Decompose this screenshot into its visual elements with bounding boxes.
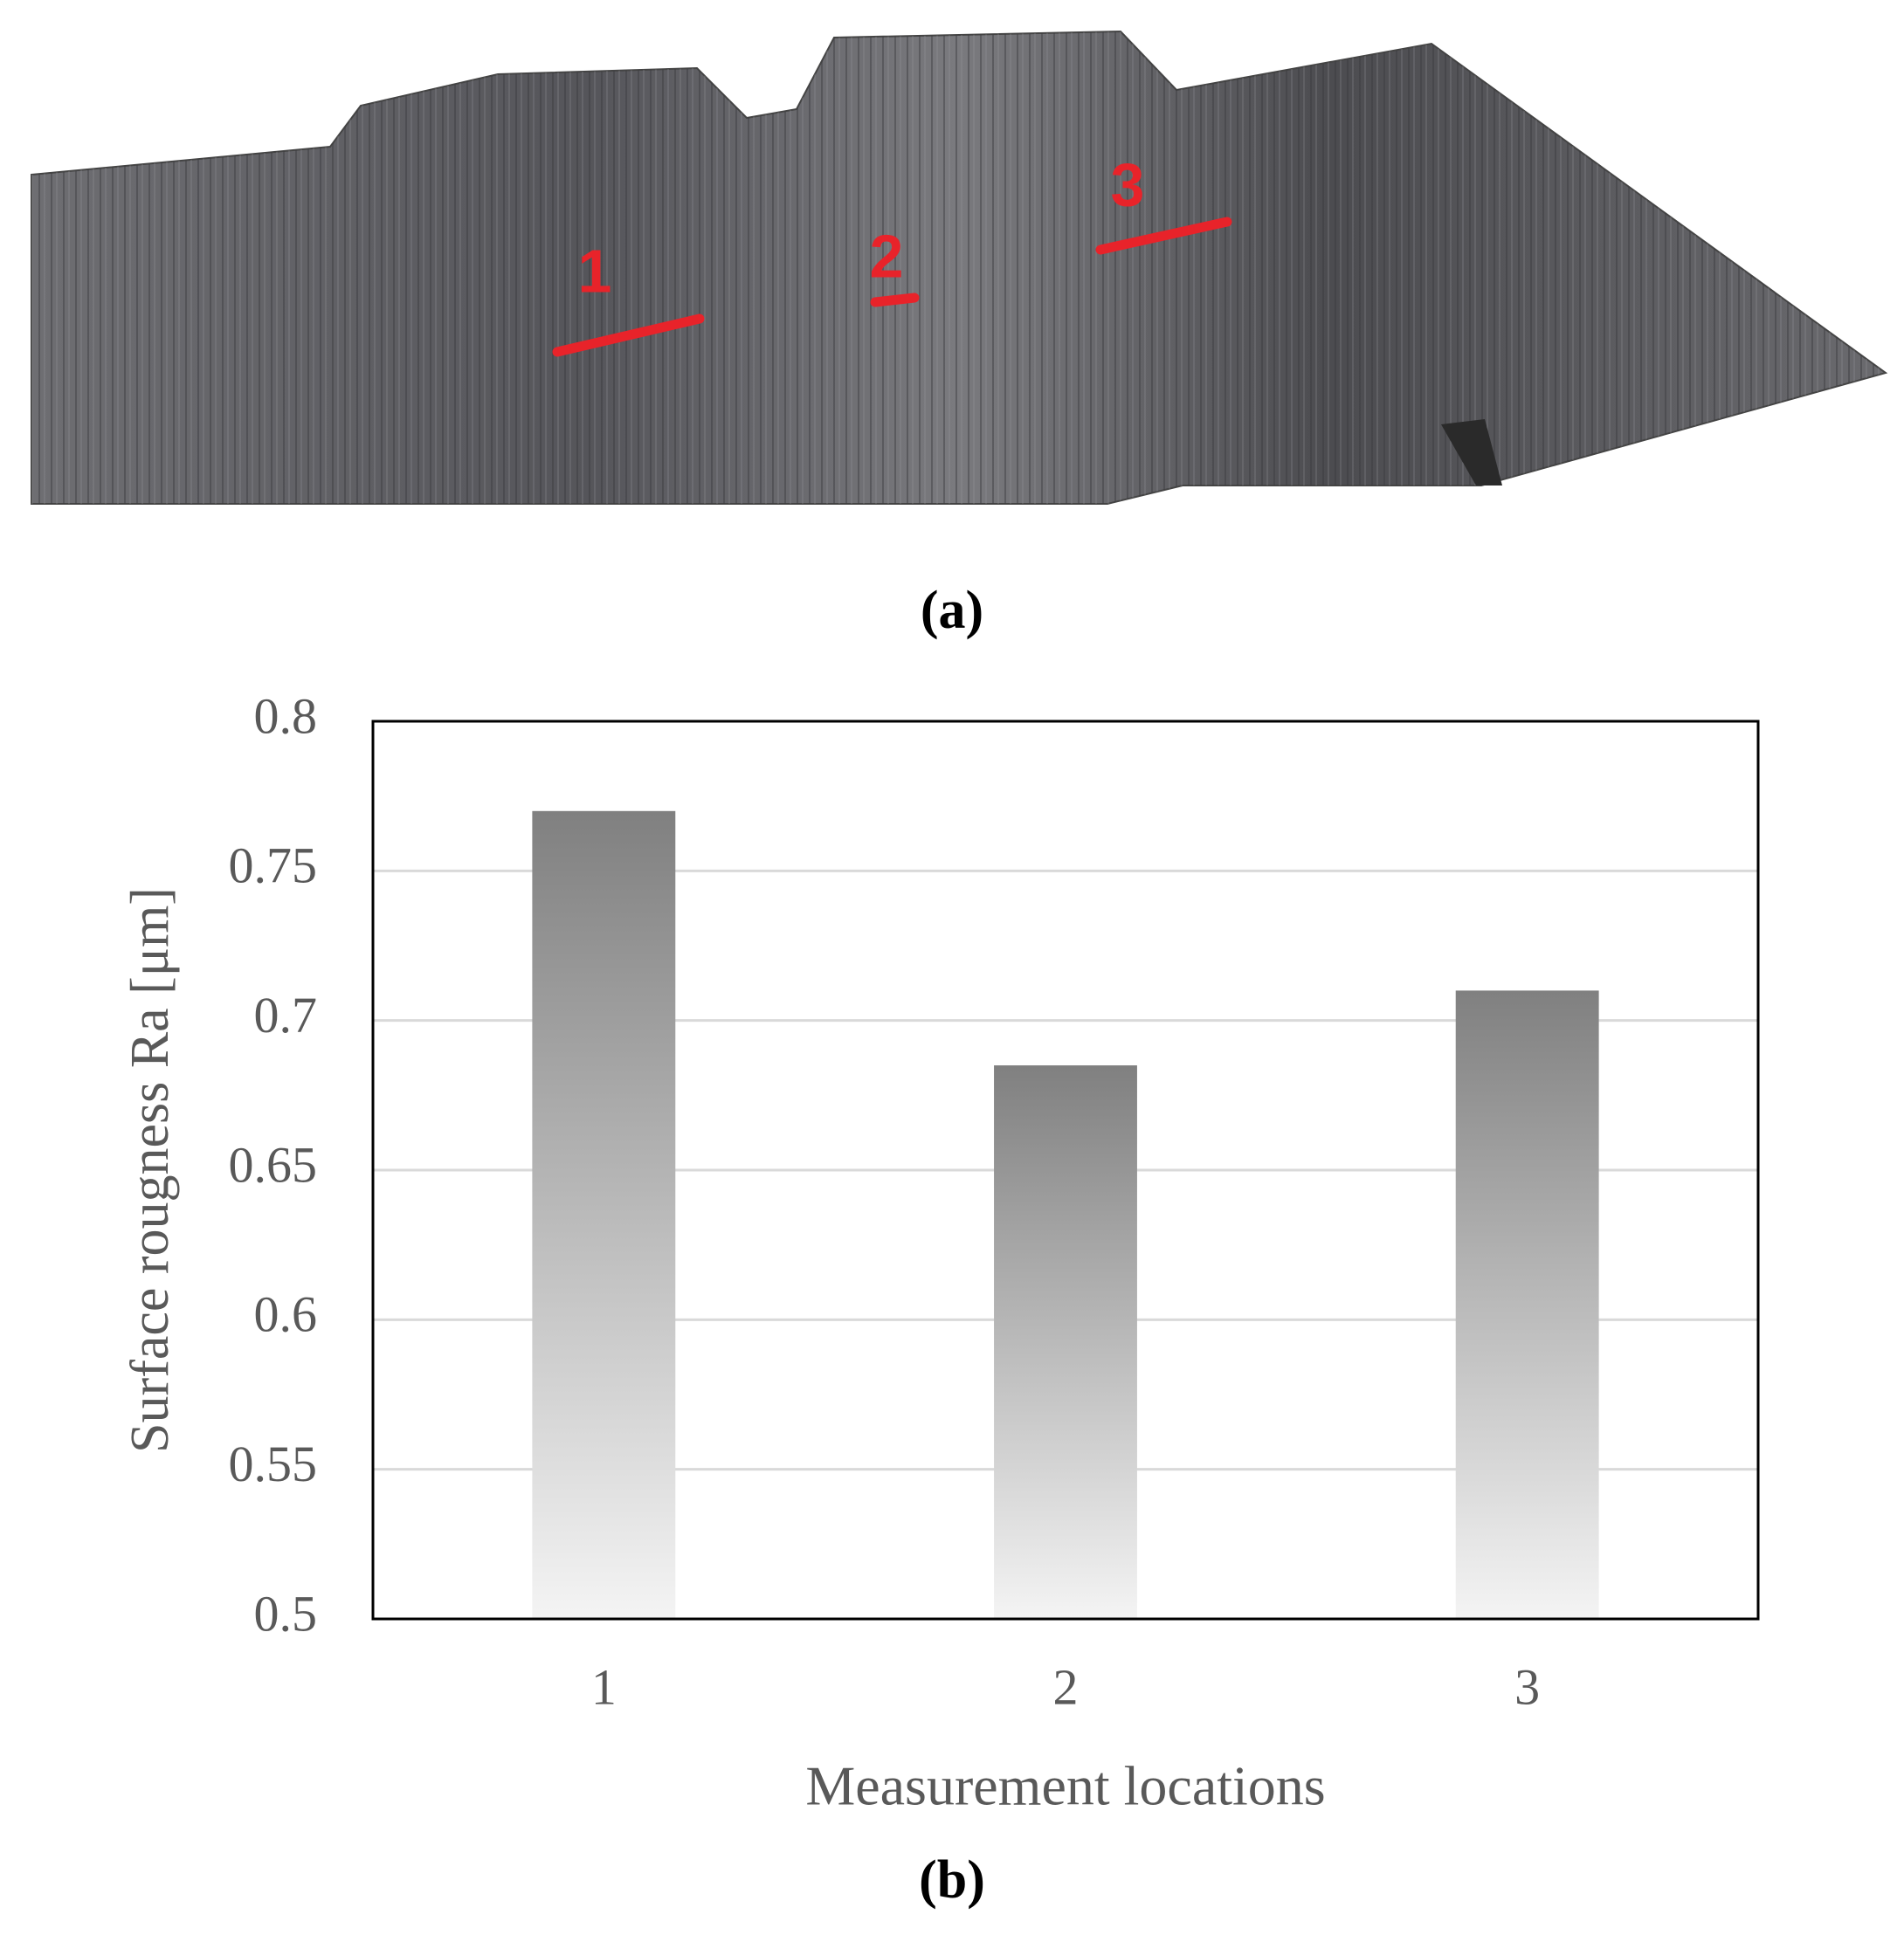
y-tick-label: 0.65 [229, 1136, 318, 1193]
y-axis-label: Surface rougness Ra [μm] [121, 887, 180, 1453]
x-tick-label: 2 [1053, 1658, 1079, 1715]
marker-label: 3 [1111, 150, 1145, 218]
bar [994, 1065, 1137, 1619]
panel-caption: (a) [921, 581, 983, 640]
bar [532, 810, 676, 1619]
y-tick-label: 0.6 [254, 1286, 318, 1343]
x-tick-label: 3 [1514, 1658, 1540, 1715]
marker-label: 2 [870, 222, 904, 290]
y-tick-label: 0.7 [254, 987, 318, 1043]
y-tick-label: 0.8 [254, 687, 318, 744]
y-tick-label: 0.5 [254, 1585, 318, 1642]
y-tick-label: 0.75 [229, 837, 318, 894]
x-tick-label: 1 [591, 1658, 617, 1715]
plot-frame [371, 720, 1760, 1621]
bar [1455, 990, 1599, 1619]
plot-area: 0.5 0.55 0.6 0.65 0.7 0.75 0.8 1 2 3 [229, 687, 1758, 1715]
marker-label: 1 [578, 237, 612, 305]
surface-photo: 1 2 3 [31, 30, 1888, 505]
y-tick-label: 0.55 [229, 1436, 318, 1492]
x-axis-label: Measurement locations [805, 1755, 1325, 1817]
panel-caption: (b) [919, 1850, 985, 1910]
